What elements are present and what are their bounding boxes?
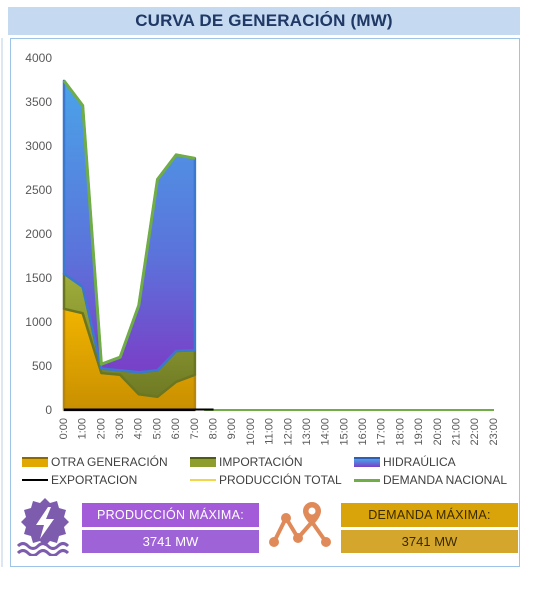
- demand-max-value: 3741 MW: [341, 530, 518, 553]
- x-tick-label: 17:00: [376, 418, 388, 446]
- x-tick-label: 2:00: [95, 418, 107, 439]
- x-tick-label: 3:00: [114, 418, 126, 439]
- y-tick-label: 2000: [25, 227, 52, 241]
- legend-item-produccion: PRODUCCIÓN TOTAL: [190, 473, 342, 487]
- legend-swatch-importacion: [190, 457, 216, 467]
- legend-item-otra: OTRA GENERACIÓN: [22, 455, 168, 469]
- x-tick-label: 21:00: [451, 418, 463, 446]
- x-tick-label: 9:00: [226, 418, 238, 439]
- x-tick-label: 15:00: [338, 418, 350, 446]
- title-bar: CURVA DE GENERACIÓN (MW): [8, 7, 520, 35]
- x-tick-label: 4:00: [133, 418, 145, 439]
- legend-item-importacion: IMPORTACIÓN: [190, 455, 303, 469]
- generation-chart: 0 500 1000 1500 2000 2500 3000 3500 4000 0:00 1:0…: [25, 51, 500, 446]
- production-max-label: PRODUCCIÓN MÁXIMA:: [82, 503, 259, 527]
- x-tick-label: 0:00: [58, 418, 70, 439]
- y-tick-label: 0: [45, 403, 52, 417]
- x-tick-label: 19:00: [413, 418, 425, 446]
- legend-item-demanda: DEMANDA NACIONAL: [354, 473, 507, 487]
- x-tick-label: 7:00: [189, 418, 201, 439]
- x-tick-label: 10:00: [245, 418, 257, 446]
- y-tick-label: 1500: [25, 271, 52, 285]
- left-edge-strip: [1, 38, 3, 567]
- hydro-power-icon: [16, 498, 70, 556]
- x-tick-label: 11:00: [264, 418, 276, 445]
- x-tick-label: 20:00: [432, 418, 444, 446]
- x-tick-label: 22:00: [469, 418, 481, 446]
- demand-route-icon: [269, 502, 331, 547]
- legend-label-otra: OTRA GENERACIÓN: [51, 455, 168, 469]
- x-tick-label: 6:00: [170, 418, 182, 439]
- x-tick-label: 13:00: [301, 418, 313, 446]
- y-tick-label: 3500: [25, 95, 52, 109]
- legend-swatch-hidraulica: [354, 457, 380, 467]
- legend-swatch-exportacion: [22, 479, 48, 481]
- y-tick-label: 1000: [25, 315, 52, 329]
- chart-panel: [10, 38, 520, 567]
- legend-swatch-produccion: [190, 479, 216, 481]
- legend-label-exportacion: EXPORTACION: [51, 473, 138, 487]
- x-tick-label: 16:00: [357, 418, 369, 446]
- legend-swatch-demanda: [354, 478, 380, 482]
- chart-title: CURVA DE GENERACIÓN (MW): [135, 11, 393, 30]
- x-tick-label: 12:00: [282, 418, 294, 446]
- legend-item-hidraulica: HIDRAÚLICA: [354, 455, 456, 469]
- legend-swatch-otra: [22, 457, 48, 467]
- legend-label-importacion: IMPORTACIÓN: [219, 455, 303, 469]
- legend-label-hidraulica: HIDRAÚLICA: [383, 455, 456, 469]
- x-tick-label: 5:00: [151, 418, 163, 439]
- legend-label-demanda: DEMANDA NACIONAL: [383, 473, 508, 487]
- legend-item-exportacion: EXPORTACION: [22, 473, 137, 487]
- y-tick-label: 2500: [25, 183, 52, 197]
- line-demanda-nacional: [62, 79, 196, 366]
- x-tick-label: 18:00: [394, 418, 406, 446]
- x-tick-label: 1:00: [77, 418, 89, 439]
- demand-max-label: DEMANDA MÁXIMA:: [341, 503, 518, 527]
- y-tick-label: 500: [32, 359, 52, 373]
- y-tick-label: 4000: [25, 51, 52, 65]
- x-tick-label: 14:00: [320, 418, 332, 446]
- legend-label-produccion: PRODUCCIÓN TOTAL: [219, 473, 342, 487]
- x-tick-label: 8:00: [207, 418, 219, 439]
- x-tick-label: 23:00: [488, 418, 500, 446]
- y-tick-label: 3000: [25, 139, 52, 153]
- production-max-value: 3741 MW: [82, 530, 259, 553]
